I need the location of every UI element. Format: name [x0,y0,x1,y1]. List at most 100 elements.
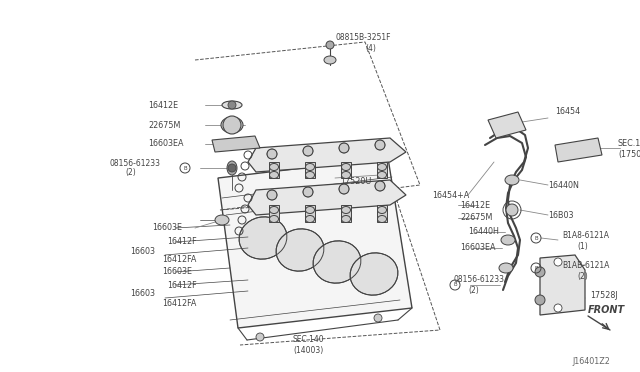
Text: SEC.173: SEC.173 [618,138,640,148]
Ellipse shape [276,229,324,271]
Text: B1A8-6121A: B1A8-6121A [562,231,609,241]
Ellipse shape [342,171,351,179]
Bar [305,205,315,222]
Text: 16603E: 16603E [162,267,192,276]
Text: (2): (2) [125,169,136,177]
Text: 08156-61233: 08156-61233 [110,158,161,167]
Circle shape [267,149,277,159]
Text: B: B [534,266,538,270]
Text: B: B [453,282,457,288]
Polygon shape [488,112,526,138]
Text: 08156-61233: 08156-61233 [453,276,504,285]
Text: 16412E: 16412E [148,100,178,109]
Circle shape [223,116,241,134]
Circle shape [506,204,518,216]
Ellipse shape [269,215,278,222]
Text: 17520U: 17520U [340,177,371,186]
Ellipse shape [501,235,515,245]
Ellipse shape [499,263,513,273]
Polygon shape [540,255,585,315]
Text: 16603: 16603 [130,289,155,298]
Text: 16603E: 16603E [152,224,182,232]
Ellipse shape [342,215,351,222]
Polygon shape [555,138,602,162]
Text: 16454: 16454 [555,108,580,116]
Bar [341,162,351,178]
Circle shape [228,164,236,172]
Ellipse shape [221,117,243,133]
Text: (17502Q): (17502Q) [618,151,640,160]
Text: 16B03: 16B03 [548,211,573,219]
Circle shape [256,333,264,341]
Ellipse shape [227,161,237,175]
Ellipse shape [378,206,387,214]
Text: SEC.140: SEC.140 [292,336,324,344]
Bar [341,205,351,222]
Ellipse shape [305,171,314,179]
Ellipse shape [342,164,351,170]
Text: 16412FA: 16412FA [162,298,196,308]
Bar [269,205,279,222]
Bar [377,162,387,178]
Polygon shape [248,180,406,215]
Ellipse shape [342,206,351,214]
Text: (4): (4) [365,44,376,52]
Text: 16454+A: 16454+A [432,190,469,199]
Text: (2): (2) [468,285,479,295]
Circle shape [375,140,385,150]
Ellipse shape [239,217,287,259]
Circle shape [374,314,382,322]
Text: 22675M: 22675M [460,214,492,222]
Bar [377,205,387,222]
Circle shape [375,181,385,191]
Text: FRONT: FRONT [588,305,625,315]
Ellipse shape [305,164,314,170]
Text: 17528J: 17528J [590,291,618,299]
Text: B: B [534,235,538,241]
Text: 22675M: 22675M [148,121,180,129]
Text: 16412E: 16412E [460,201,490,209]
Circle shape [339,143,349,153]
Text: 16412FA: 16412FA [162,256,196,264]
Ellipse shape [378,164,387,170]
Ellipse shape [324,56,336,64]
Circle shape [535,295,545,305]
Ellipse shape [350,253,398,295]
Ellipse shape [269,164,278,170]
Polygon shape [212,136,260,152]
Text: 16412F: 16412F [167,280,196,289]
Circle shape [228,101,236,109]
Circle shape [554,304,562,312]
Ellipse shape [305,206,314,214]
Bar [305,162,315,178]
Circle shape [339,184,349,194]
Text: 16603: 16603 [130,247,155,256]
Text: 16603EA: 16603EA [148,140,184,148]
Circle shape [303,187,313,197]
Ellipse shape [222,101,242,109]
Circle shape [303,146,313,156]
Ellipse shape [269,171,278,179]
Ellipse shape [505,175,519,185]
Bar [269,162,279,178]
Text: J16401Z2: J16401Z2 [572,357,610,366]
Text: 16603EA: 16603EA [460,244,495,253]
Polygon shape [218,158,412,328]
Ellipse shape [313,241,361,283]
Text: 16440N: 16440N [548,180,579,189]
Polygon shape [248,138,406,172]
Text: 16440H: 16440H [468,228,499,237]
Circle shape [554,258,562,266]
Text: (2): (2) [577,272,588,280]
Text: (1): (1) [577,241,588,250]
Circle shape [326,41,334,49]
Circle shape [535,267,545,277]
Ellipse shape [269,206,278,214]
Text: (14003): (14003) [293,346,323,355]
Ellipse shape [378,215,387,222]
Ellipse shape [215,215,229,225]
Text: B: B [183,166,187,170]
Text: 08815B-3251F: 08815B-3251F [335,33,390,42]
Circle shape [267,190,277,200]
Ellipse shape [305,215,314,222]
